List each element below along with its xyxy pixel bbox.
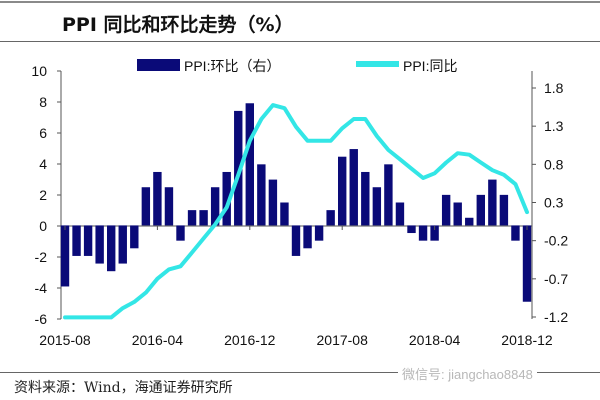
bar-mom xyxy=(511,225,520,241)
bar-mom xyxy=(72,225,81,256)
bar-mom xyxy=(441,194,451,226)
bar-mom xyxy=(499,194,509,226)
right-tick-label: 1.8 xyxy=(544,80,564,96)
right-tick-label: 0.3 xyxy=(544,195,564,211)
right-tick-label: -0.7 xyxy=(544,271,568,287)
x-tick-label: 2018-04 xyxy=(409,332,461,348)
bar-mom xyxy=(268,179,278,226)
x-tick-label: 2018-12 xyxy=(501,332,553,348)
bar-mom xyxy=(107,225,116,272)
left-tick-label: 4 xyxy=(39,156,47,172)
bar-mom xyxy=(234,110,243,226)
bar-mom xyxy=(280,202,289,226)
bar-mom xyxy=(83,225,93,256)
left-tick-label: -2 xyxy=(35,249,48,265)
bar-mom xyxy=(257,164,266,226)
left-tick-label: -4 xyxy=(35,280,48,296)
left-tick-label: 8 xyxy=(39,94,47,110)
watermark: 微信号: jiangchao8848 xyxy=(398,364,537,383)
left-tick-label: 6 xyxy=(39,125,47,141)
bar-mom xyxy=(465,217,474,226)
bar-mom xyxy=(453,202,462,226)
bar-mom xyxy=(407,225,416,234)
legend-label-line: PPI:同比 xyxy=(403,58,457,74)
bar-mom xyxy=(153,171,162,226)
bar-mom xyxy=(314,225,324,241)
bar-mom xyxy=(141,187,151,226)
x-tick-label: 2016-04 xyxy=(132,332,184,348)
top-rule xyxy=(0,1,600,3)
bar-mom xyxy=(303,225,312,249)
left-tick-label: 10 xyxy=(31,63,47,79)
legend-swatch-bar xyxy=(137,59,180,71)
right-tick-label: 0.8 xyxy=(544,156,564,172)
line-yoy xyxy=(63,103,529,320)
bar-mom xyxy=(430,225,439,241)
bar-mom xyxy=(384,164,393,226)
bar-mom xyxy=(418,225,428,241)
legend: PPI:环比（右） PPI:同比 xyxy=(137,58,457,74)
legend-label-bar: PPI:环比（右） xyxy=(184,58,280,74)
bar-mom xyxy=(395,202,405,226)
bar-mom xyxy=(164,187,174,226)
right-tick-label: -1.2 xyxy=(544,309,568,325)
right-tick-label: -0.2 xyxy=(544,233,568,249)
bar-mom xyxy=(488,179,497,226)
bar-mom xyxy=(326,210,335,226)
bar-mom xyxy=(60,225,70,287)
chart-title: PPI 同比和环比走势（%） xyxy=(62,14,294,36)
left-tick-label: 2 xyxy=(39,187,47,203)
bar-mom xyxy=(361,171,370,226)
bar-mom xyxy=(338,156,347,226)
chart: PPI:环比（右） PPI:同比 10 8 6 4 2 0 -2 -4 -6 1.8 1.3 0.8 0… xyxy=(31,58,568,348)
x-tick-label: 2015-08 xyxy=(39,332,91,348)
bar-mom xyxy=(187,210,197,226)
bar-mom xyxy=(118,225,127,264)
footer-rule xyxy=(0,372,600,373)
bar-mom xyxy=(522,225,532,302)
bar-mom xyxy=(176,225,185,241)
bar-mom xyxy=(222,171,231,226)
bar-mom xyxy=(372,187,382,226)
bar-mom xyxy=(199,210,208,226)
legend-swatch-line xyxy=(356,61,399,67)
left-tick-label: -6 xyxy=(35,311,48,327)
title-rule xyxy=(0,41,600,42)
bar-mom xyxy=(245,103,254,226)
x-tick-label: 2016-12 xyxy=(224,332,276,348)
bar-mom xyxy=(210,187,220,226)
bar-mom xyxy=(476,194,485,226)
bar-mom xyxy=(130,225,139,249)
source-note: 资料来源：Wind，海通证券研究所 xyxy=(14,380,233,396)
bar-mom xyxy=(95,225,104,264)
left-tick-label: 0 xyxy=(39,218,47,234)
bar-mom xyxy=(291,225,301,256)
x-tick-label: 2017-08 xyxy=(317,332,369,348)
bar-mom xyxy=(349,149,358,226)
right-tick-label: 1.3 xyxy=(544,118,564,134)
